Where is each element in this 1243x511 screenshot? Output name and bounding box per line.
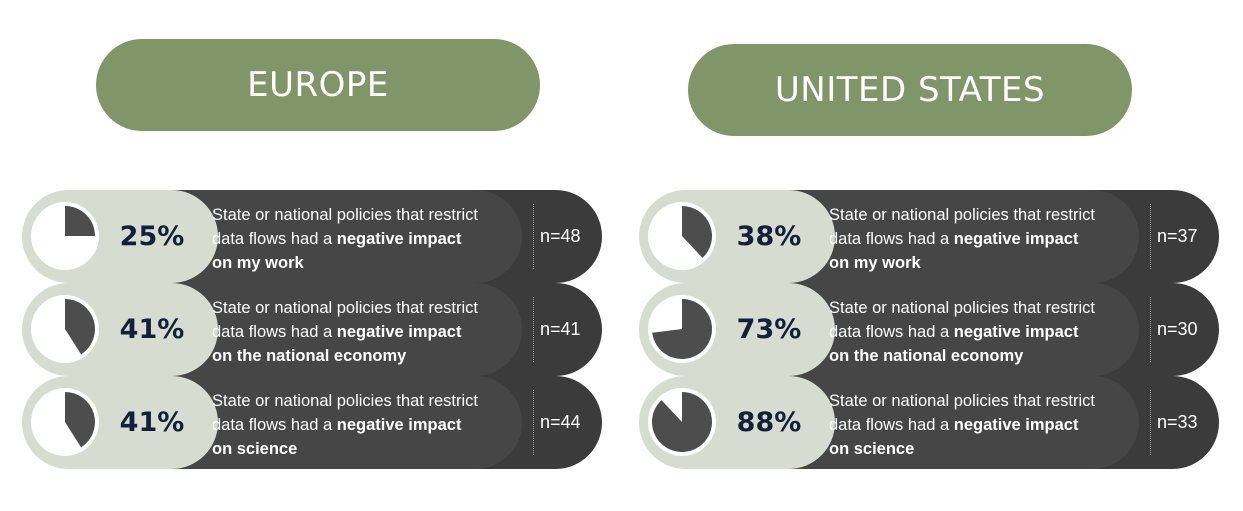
statement-text: State or national policies that restrict… (212, 206, 478, 272)
stat-row: 38% State or national policies that rest… (639, 190, 1219, 283)
pie-slice (65, 299, 95, 355)
stat-row: 88% State or national policies that rest… (639, 376, 1219, 469)
percent-value: 88% (736, 407, 802, 438)
statement-text: State or national policies that restrict… (829, 206, 1095, 272)
pie-chart (31, 202, 99, 270)
stat-row: 73% State or national policies that rest… (639, 283, 1219, 376)
pie-chart (648, 295, 716, 363)
percent-value: 73% (736, 314, 802, 345)
dotted-divider (1150, 297, 1151, 362)
region-title-europe: EUROPE (96, 39, 540, 131)
pie-chart (648, 388, 716, 456)
pie-chart (31, 295, 99, 363)
europe-column: 25% State or national policies that rest… (22, 190, 602, 469)
statement-text: State or national policies that restrict… (212, 299, 478, 365)
stat-row: 25% State or national policies that rest… (22, 190, 602, 283)
stat-row: 41% State or national policies that rest… (22, 376, 602, 469)
percent-value: 25% (119, 221, 185, 252)
pie-slice (65, 392, 95, 448)
percent-value: 41% (119, 407, 185, 438)
pie-slice (652, 299, 713, 359)
sample-size: n=37 (1157, 226, 1198, 246)
dotted-divider (1150, 390, 1151, 455)
pie-chart (31, 388, 99, 456)
statement-text: State or national policies that restrict… (212, 392, 478, 458)
sample-size: n=30 (1157, 319, 1198, 339)
percent-value: 38% (736, 221, 802, 252)
statement-text: State or national policies that restrict… (829, 299, 1095, 365)
stat-row: 41% State or national policies that rest… (22, 283, 602, 376)
pie-slice (651, 392, 712, 452)
dotted-divider (533, 297, 534, 362)
dotted-divider (533, 390, 534, 455)
statement-text: State or national policies that restrict… (829, 392, 1095, 458)
region-title-united-states: UNITED STATES (688, 44, 1132, 136)
sample-size: n=33 (1157, 412, 1198, 432)
dotted-divider (1150, 204, 1151, 269)
sample-size: n=48 (540, 226, 581, 246)
pie-slice (682, 206, 713, 258)
sample-size: n=41 (540, 319, 581, 339)
pie-chart (648, 202, 716, 270)
pie-slice (65, 206, 95, 236)
united-states-column: 38% State or national policies that rest… (639, 190, 1219, 469)
sample-size: n=44 (540, 412, 581, 432)
percent-value: 41% (119, 314, 185, 345)
dotted-divider (533, 204, 534, 269)
